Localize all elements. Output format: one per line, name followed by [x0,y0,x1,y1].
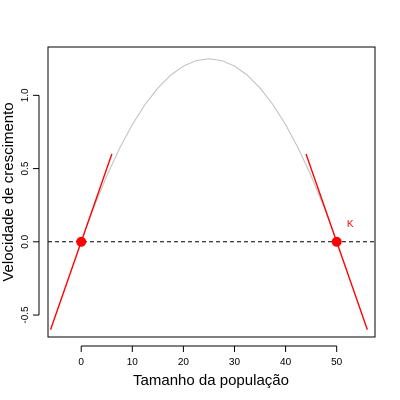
y-tick-label: 1.0 [20,88,31,102]
x-tick-label: 10 [127,357,139,368]
x-tick-label: 50 [331,357,343,368]
x-tick-label: 30 [229,357,241,368]
x-axis: 0 10 20 30 40 50 [78,345,343,368]
growth-curve-line [80,58,338,242]
x-tick-label: 40 [280,357,292,368]
equilibrium-point [331,236,342,247]
y-tick-label: 0.0 [20,234,31,248]
equilibrium-point [76,236,87,247]
annotation-label: K [347,219,354,230]
plot-frame [47,46,376,338]
series-group [48,58,375,330]
y-axis-label: Velocidade de crescimento [0,102,17,281]
y-tick-label: -0.5 [20,306,31,324]
x-tick-label: 0 [78,357,84,368]
y-axis: -0.5 0.0 0.5 1.0 [20,88,40,324]
points-group: K [76,219,354,247]
x-tick-label: 20 [178,357,190,368]
x-axis-label: Tamanho da população [133,372,289,389]
y-tick-label: 0.5 [20,161,31,175]
